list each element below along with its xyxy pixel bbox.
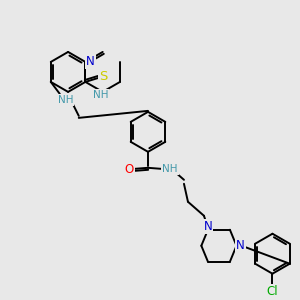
Text: N: N: [86, 56, 95, 68]
Text: O: O: [124, 163, 134, 176]
Text: N: N: [236, 239, 245, 252]
Text: S: S: [99, 70, 108, 83]
Text: NH: NH: [93, 90, 108, 100]
Text: N: N: [204, 220, 212, 233]
Text: Cl: Cl: [267, 285, 278, 298]
Text: NH: NH: [162, 164, 178, 174]
Text: NH: NH: [58, 95, 74, 105]
